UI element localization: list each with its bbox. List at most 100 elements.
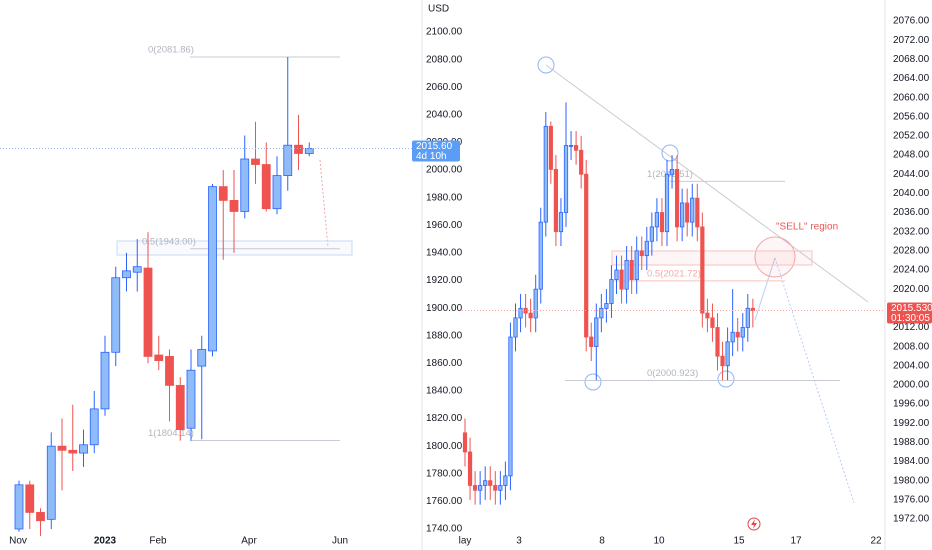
y-tick-label: 2008.00 xyxy=(893,341,930,352)
candle-body xyxy=(745,307,750,328)
y-tick-label: 1920.00 xyxy=(426,275,463,286)
candle-body xyxy=(154,354,164,361)
y-tick-label: 2060.00 xyxy=(426,82,463,93)
candle-body xyxy=(690,197,695,223)
pivot-circle xyxy=(584,373,602,391)
candle-body xyxy=(685,202,690,223)
y-tick-label: 1780.00 xyxy=(426,468,463,479)
candle-body xyxy=(533,288,538,319)
currency-label: USD xyxy=(428,4,449,15)
candle-body xyxy=(79,444,88,454)
y-tick-label: 2068.00 xyxy=(893,54,930,65)
fib-label: 0.5(1943.00) xyxy=(142,236,196,247)
y-tick-label: 1972.00 xyxy=(893,514,930,525)
y-tick-label: 2032.00 xyxy=(893,226,930,237)
y-tick-label: 2072.00 xyxy=(893,35,930,46)
candle-body xyxy=(675,169,680,228)
x-tick-label: Feb xyxy=(149,536,167,547)
pivot-circle xyxy=(537,56,555,74)
y-tick-label: 2000.00 xyxy=(893,380,930,391)
y-tick-label: 1740.00 xyxy=(426,524,463,535)
candle-body xyxy=(639,250,644,257)
candle-body xyxy=(513,317,518,338)
y-tick-label: 1984.00 xyxy=(893,456,930,467)
candle-body xyxy=(654,212,660,228)
candle-body xyxy=(508,336,513,477)
candle-body xyxy=(695,197,700,228)
candle-body xyxy=(251,158,260,165)
candle-body xyxy=(558,212,564,233)
candle-body xyxy=(584,173,589,338)
candle-body xyxy=(619,269,624,290)
candle-body xyxy=(283,144,293,176)
fib-label: 0(2000.923) xyxy=(647,368,698,379)
candle-body xyxy=(574,145,579,151)
y-tick-label: 1980.00 xyxy=(893,475,930,486)
candle-body xyxy=(700,226,705,314)
candle-body xyxy=(143,267,153,357)
y-tick-label: 2028.00 xyxy=(893,245,930,256)
candle-body xyxy=(478,485,483,491)
y-tick-label: 1996.00 xyxy=(893,399,930,410)
candle-body xyxy=(57,445,67,451)
candle-body xyxy=(498,485,503,491)
candle-body xyxy=(720,355,725,367)
x-tick-label: 2023 xyxy=(94,536,117,547)
candle-body xyxy=(680,202,685,228)
candle-body xyxy=(664,173,670,233)
y-tick-label: 2024.00 xyxy=(893,265,930,276)
candle-body xyxy=(197,349,207,367)
trend-line xyxy=(545,64,869,303)
y-tick-label: 2000.00 xyxy=(426,165,463,176)
y-tick-label: 2040.00 xyxy=(893,188,930,199)
y-tick-label: 1880.00 xyxy=(426,330,463,341)
y-tick-label: 2064.00 xyxy=(893,73,930,84)
y-tick-label: 1900.00 xyxy=(426,303,463,314)
candle-body xyxy=(710,317,715,328)
flash-icon[interactable] xyxy=(747,517,761,531)
candle-body xyxy=(100,351,110,410)
y-tick-label: 1988.00 xyxy=(893,437,930,448)
candle-body xyxy=(725,341,730,367)
candle-body xyxy=(614,269,619,280)
y-tick-label: 1976.00 xyxy=(893,494,930,505)
y-tick-label: 2036.00 xyxy=(893,207,930,218)
candle-body xyxy=(175,385,185,430)
candle-body xyxy=(644,240,649,257)
candle-body xyxy=(272,175,282,210)
sell-circle xyxy=(754,236,796,278)
candle-body xyxy=(740,327,745,338)
candle-body xyxy=(111,277,121,353)
candle-body xyxy=(122,270,131,279)
candle-body xyxy=(669,169,675,175)
pivot-circle xyxy=(661,144,679,162)
x-tick-label: 22 xyxy=(870,536,882,547)
candle-body xyxy=(25,484,35,513)
candle-body xyxy=(89,408,99,446)
candle-body xyxy=(659,212,665,233)
price-tag-countdown: 01:30:05 xyxy=(891,313,930,324)
x-tick-label: 3 xyxy=(516,536,522,547)
candle-body xyxy=(46,445,56,520)
y-tick-label: 1960.00 xyxy=(426,220,463,231)
candle-body xyxy=(634,250,639,280)
price-tag-countdown: 4d 10h xyxy=(416,151,447,162)
candle-body xyxy=(462,432,468,453)
candle-body xyxy=(218,186,228,201)
candle-body xyxy=(14,484,24,530)
sell-zone xyxy=(611,250,813,266)
y-tick-label: 1760.00 xyxy=(426,496,463,507)
candle-body xyxy=(132,266,142,273)
candle-body xyxy=(208,186,217,352)
y-tick-label: 2040.00 xyxy=(426,109,463,120)
region-label: "SELL" region xyxy=(776,222,838,233)
candle-body xyxy=(604,303,609,309)
x-tick-label: lay xyxy=(459,536,472,547)
candle-body xyxy=(472,485,478,491)
candle-body xyxy=(750,307,755,311)
price-tag-label: 2015.530 xyxy=(891,303,932,314)
pivot-circle xyxy=(717,370,735,388)
candle-body xyxy=(599,307,604,319)
candle-body xyxy=(715,327,720,357)
